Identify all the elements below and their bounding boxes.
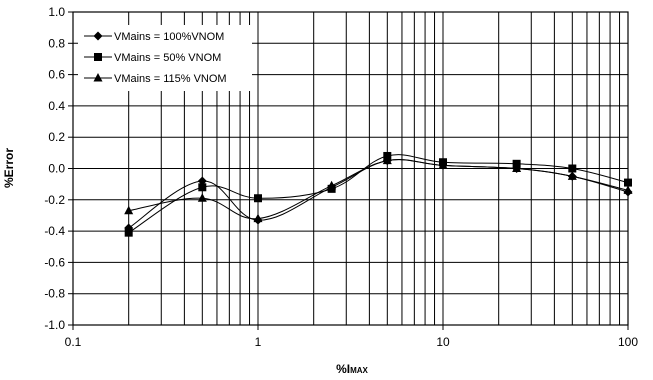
marker-square [94,53,102,61]
marker-triangle [253,213,263,223]
marker-square [198,183,207,192]
y-tick-label: -0.8 [44,287,65,301]
y-tick-label: 1.0 [48,5,65,19]
marker-triangle [124,205,134,215]
legend: VMains = 100%VNOM VMains = 50% VNOM VMains… [78,25,252,91]
y-tick-label: 0.0 [48,162,65,176]
marker-diamond [93,31,103,41]
series-line-1 [128,159,629,229]
marker-square [624,178,632,187]
marker-triangle [382,155,392,165]
series-lines [128,154,629,234]
series-line-2 [128,154,629,234]
marker-triangle [438,160,448,169]
y-tick-label: -0.4 [44,224,65,238]
legend-label: VMains = 115% VNOM [114,73,227,85]
y-tick-label: 0.2 [48,130,65,144]
marker-triangle [197,193,207,202]
x-axis-ticks: 0.1 1 10 100 [65,325,638,349]
marker-square [254,194,262,203]
marker-triangle [327,180,337,190]
x-axis-label: %IMAX [336,362,368,376]
x-axis-label-subscript: MAX [350,366,368,375]
y-tick-label: 0.6 [48,68,65,82]
marker-square [124,228,133,237]
x-tick-label: 10 [436,335,450,349]
marker-triangle [93,73,103,82]
marker-diamond [197,176,207,186]
y-tick-label: 0.8 [48,36,65,50]
marker-triangle [623,185,633,194]
x-tick-label: 1 [255,335,262,349]
marker-square [568,164,577,173]
y-axis-ticks: 1.0 0.8 0.6 0.4 0.2 0.0 -0.2 -0.4 -0.6 -0.8 -1.0 [44,5,73,332]
x-tick-label: 0.1 [65,335,82,349]
series-markers [124,151,633,237]
y-tick-label: 0.4 [48,99,65,113]
y-tick-label: -1.0 [44,318,65,332]
legend-label: VMains = 50% VNOM [114,52,221,64]
x-axis-label-main: %I [336,362,350,376]
marker-triangle [512,163,522,172]
y-tick-label: -0.2 [44,193,65,207]
marker-triangle [567,171,577,180]
y-axis-label: %Error [2,148,16,188]
y-tick-label: -0.6 [44,255,65,269]
x-tick-label: 100 [618,335,638,349]
legend-label: VMains = 100%VNOM [114,31,224,43]
